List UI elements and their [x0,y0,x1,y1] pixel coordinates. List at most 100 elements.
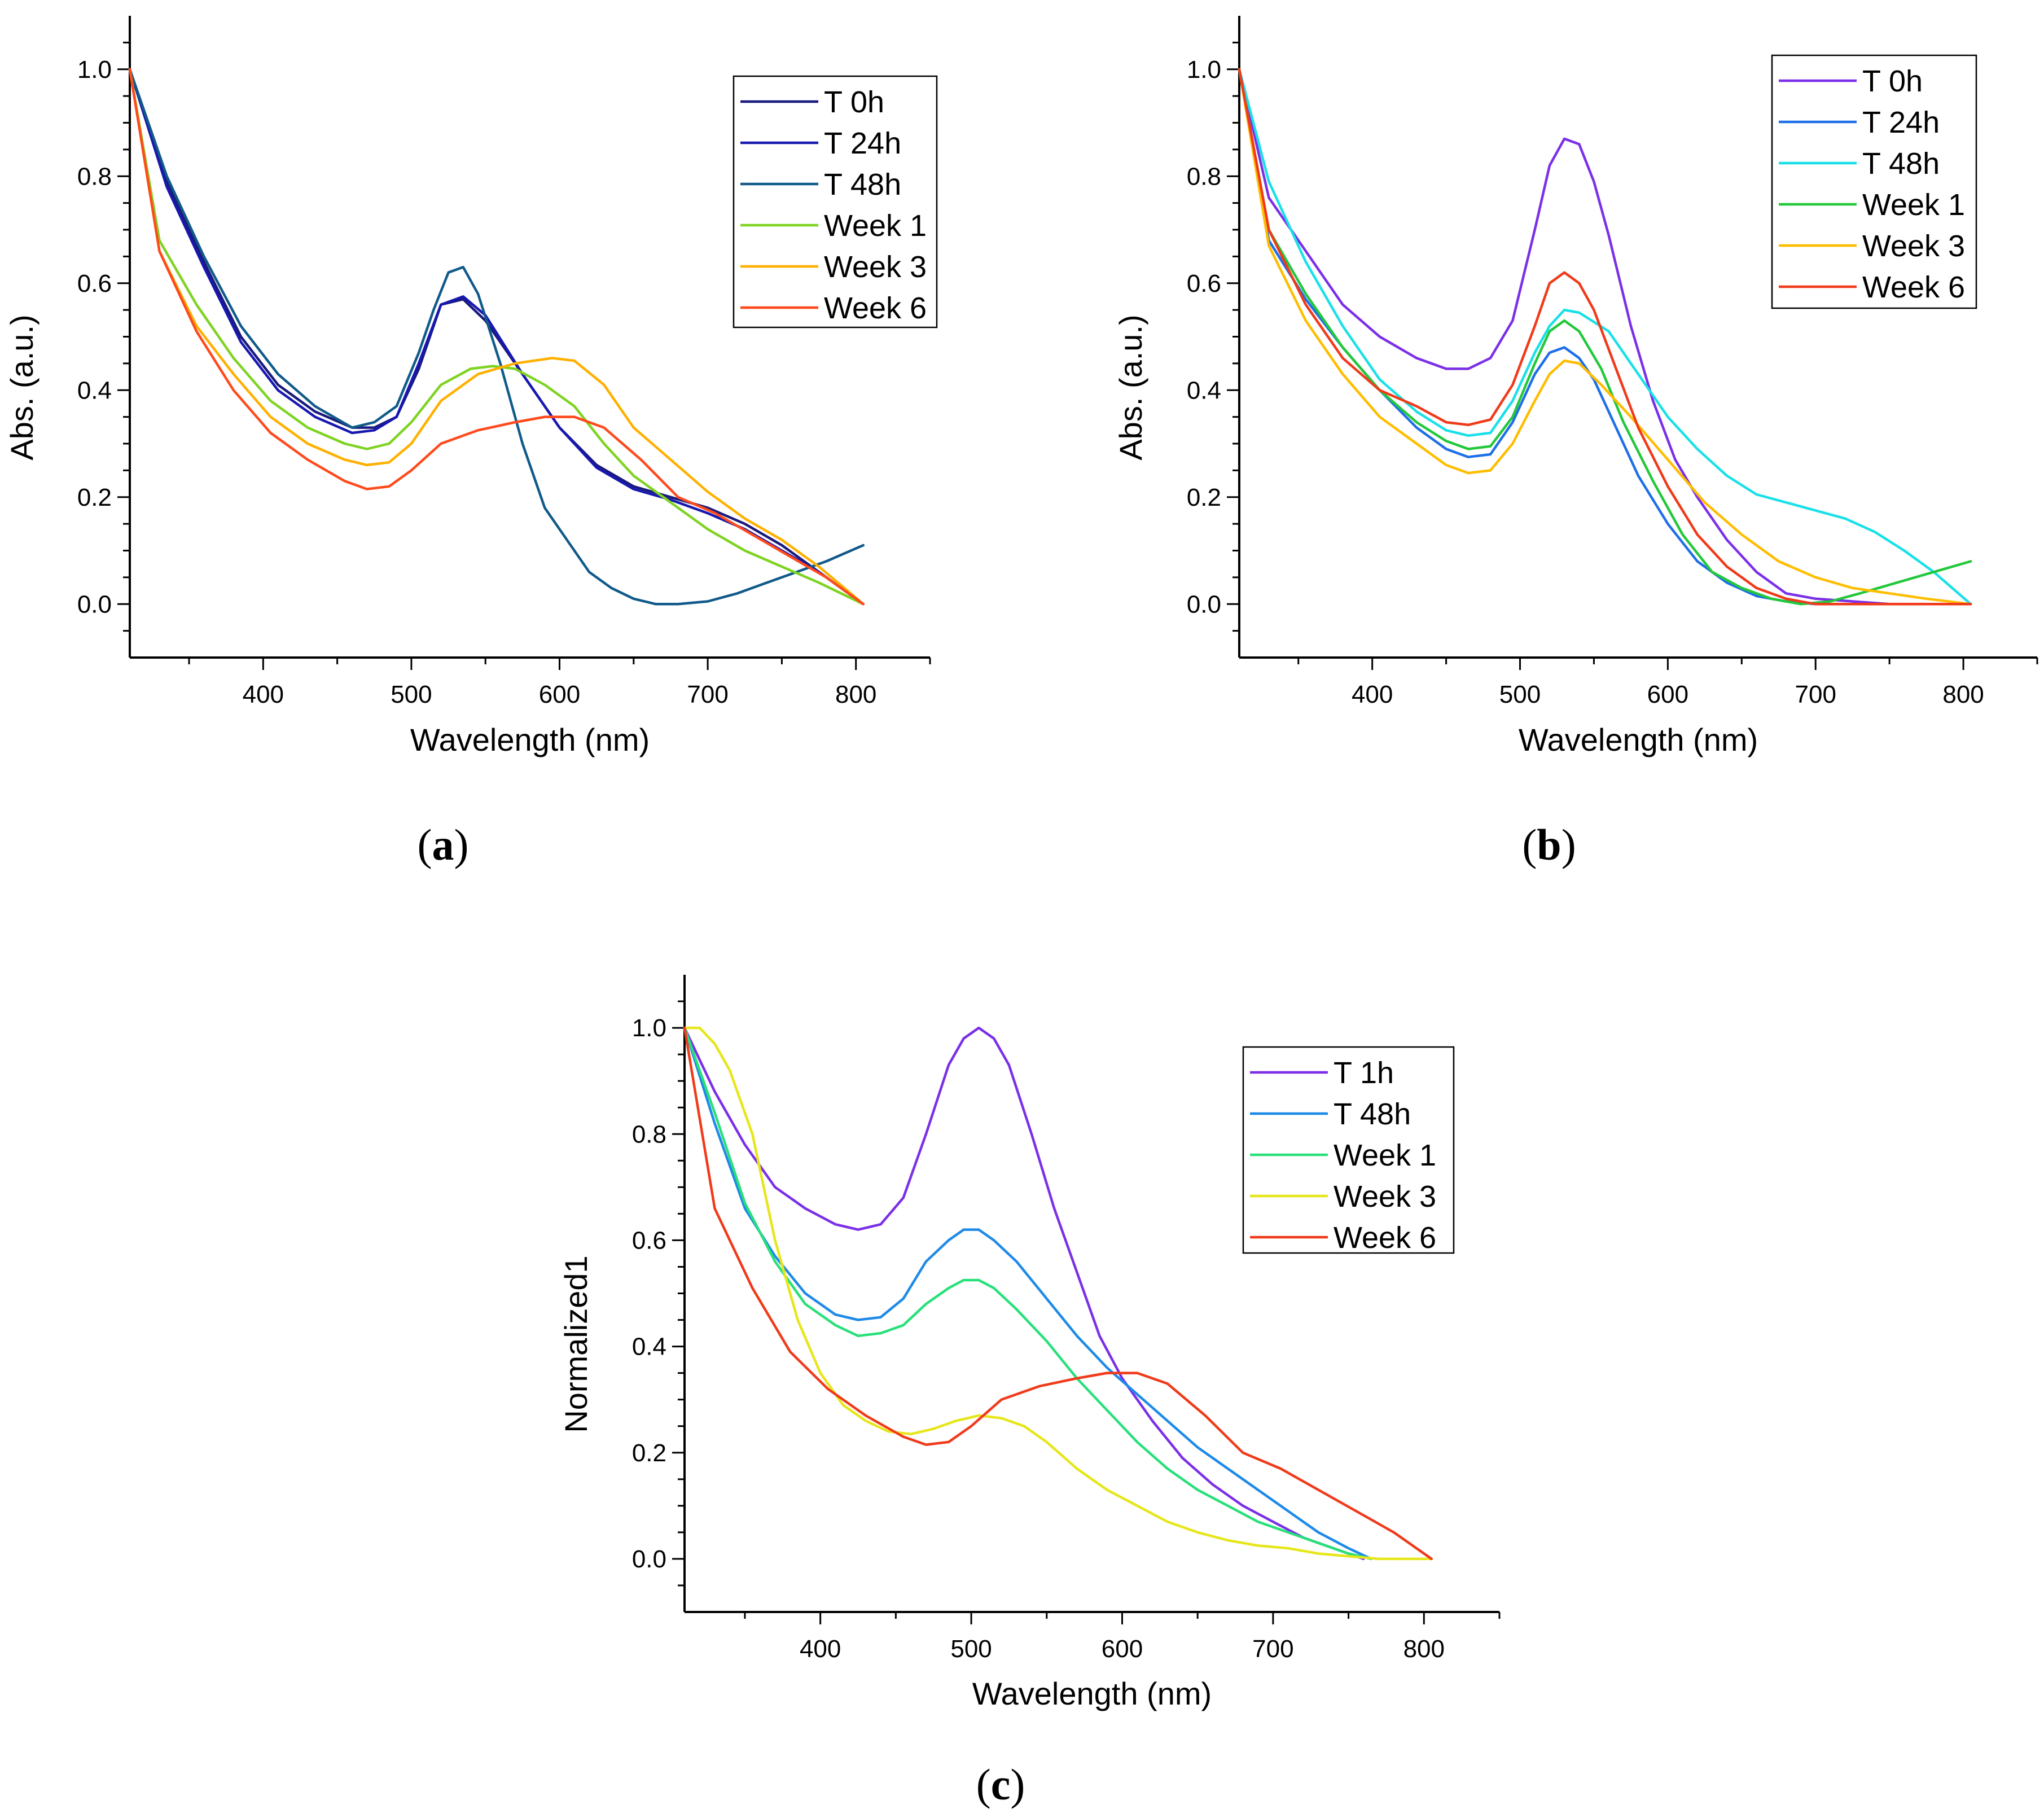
data-point [410,443,413,445]
y-tick-label: 1.0 [1187,56,1221,84]
x-tick-label: 700 [1795,681,1836,708]
data-point [963,1229,965,1231]
data-point [827,1388,829,1390]
data-point [1578,312,1580,314]
data-point [1467,472,1470,474]
data-point [1925,603,1928,605]
data-point [677,603,679,605]
data-point [1630,325,1632,327]
data-point [595,467,598,469]
data-point [744,1202,746,1204]
data-point [166,175,168,177]
data-point [1267,181,1270,183]
data-point [1844,518,1846,520]
data-point [344,458,346,461]
data-point [1467,435,1470,437]
data-point [1242,1452,1244,1454]
legend-entry: Week 3 [1334,1180,1436,1214]
legend: T 1h T 48h Week 1 Week 3 Week 6 [1242,1046,1455,1255]
y-tick-label: 0.2 [1187,484,1221,511]
y-tick-label: 0.4 [77,376,112,404]
data-point [1445,367,1448,370]
data-point [1652,480,1654,482]
data-point [1563,346,1565,348]
data-point [1608,330,1610,332]
data-point [1136,1393,1138,1395]
data-point [373,421,375,423]
legend-entry: Week 3 [824,250,927,284]
data-point [1227,1467,1229,1470]
data-point [880,1223,882,1225]
data-point [240,336,242,338]
data-point [418,362,420,365]
data-point [1136,1372,1138,1374]
legend-entry: Week 6 [1862,270,1965,304]
chart-b: 400 500 600 700 800 0.0 0.2 0.4 0.6 0.8 1.0 Wavelen… [1113,16,2038,757]
y-tick-label: 0.8 [77,163,112,190]
data-point [1204,1414,1207,1417]
data-point [744,550,746,551]
data-point [603,384,605,386]
data-point [1696,496,1699,498]
data-point [1267,244,1270,247]
data-point [396,416,398,418]
x-axis-label: Wavelength (nm) [1519,722,1758,757]
data-point [1755,493,1757,496]
data-point [373,429,375,431]
data-point [865,1414,867,1417]
data-point [1682,533,1684,536]
data-point [707,490,709,493]
data-point [744,518,746,520]
data-point [789,1351,791,1353]
data-point [804,1207,806,1210]
data-point [744,1144,746,1146]
data-point [1046,1298,1048,1300]
data-point [640,458,642,461]
data-point [1415,410,1418,413]
data-point [780,566,783,568]
data-point [1001,1399,1003,1401]
data-point [669,496,672,498]
data-point [432,309,435,311]
data-point [1136,1441,1138,1443]
data-point [543,416,546,418]
data-point [203,255,205,257]
y-axis-label: Abs. (a.u.) [1113,314,1148,460]
data-point [977,1229,980,1231]
data-point [1534,229,1536,231]
data-point [1467,424,1470,426]
data-point [1227,1505,1229,1507]
x-tick-label: 400 [243,681,284,708]
data-point [766,581,768,584]
data-point [669,458,672,461]
data-point [240,341,242,343]
legend-entry: T 24h [824,126,901,160]
data-point [1305,293,1307,295]
data-point [1534,400,1536,402]
data-point [1015,1260,1017,1263]
panel-label-c: (c) [976,1760,1025,1809]
data-point [707,528,709,531]
data-point [1696,533,1699,536]
data-point [902,1197,905,1199]
data-point [1511,443,1514,445]
data-point [1287,1510,1289,1512]
data-point [1431,1558,1433,1560]
data-point [344,480,346,482]
legend-entry: T 48h [1862,147,1940,181]
y-tick-label: 1.0 [632,1014,666,1042]
data-point [925,1303,927,1305]
data-point [1622,421,1625,423]
data-point [713,1112,716,1114]
y-tick-label: 0.6 [77,270,112,297]
data-point [818,581,820,584]
data-point [774,1260,776,1263]
data-point [707,512,709,514]
legend-box [1771,54,1977,309]
data-point [1305,250,1307,252]
data-point [603,443,605,445]
data-point [195,325,198,327]
data-point [1970,560,1972,562]
data-point [1666,458,1669,461]
data-point [948,1239,950,1241]
